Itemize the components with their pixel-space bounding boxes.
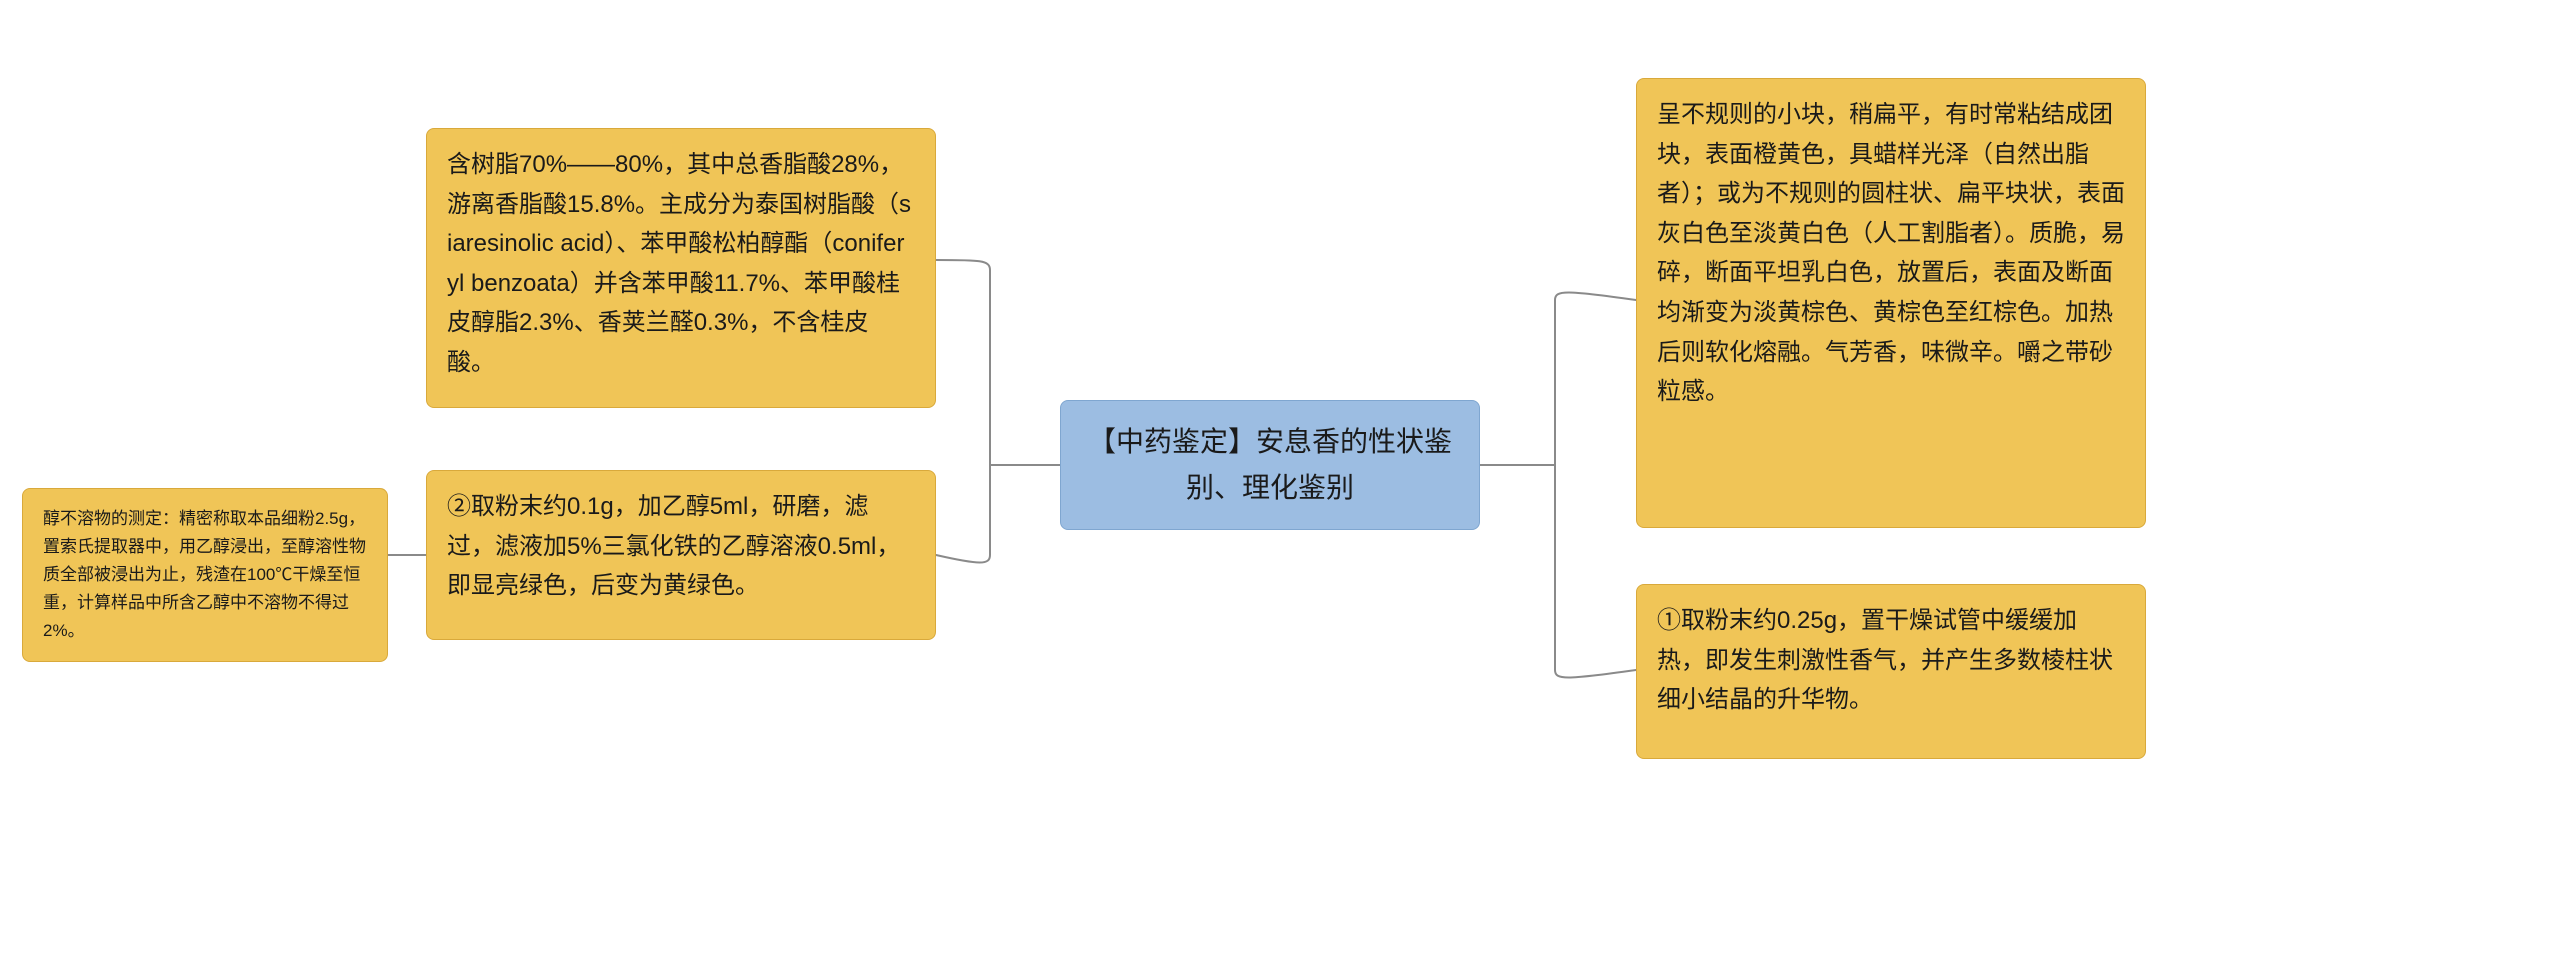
mindmap-left-node-1: 含树脂70%——80%，其中总香脂酸28%，游离香脂酸15.8%。主成分为泰国树…: [426, 128, 936, 408]
mindmap-right-node-1: 呈不规则的小块，稍扁平，有时常粘结成团块，表面橙黄色，具蜡样光泽（自然出脂者）；…: [1636, 78, 2146, 528]
node-text: 醇不溶物的测定：精密称取本品细粉2.5g，置索氏提取器中，用乙醇浸出，至醇溶性物…: [43, 509, 366, 640]
mindmap-left-leaf-node: 醇不溶物的测定：精密称取本品细粉2.5g，置索氏提取器中，用乙醇浸出，至醇溶性物…: [22, 488, 388, 662]
mindmap-right-node-2: ①取粉末约0.25g，置干燥试管中缓缓加热，即发生刺激性香气，并产生多数棱柱状细…: [1636, 584, 2146, 759]
node-text: ②取粉末约0.1g，加乙醇5ml，研磨，滤过，滤液加5%三氯化铁的乙醇溶液0.5…: [447, 493, 900, 599]
node-text: 呈不规则的小块，稍扁平，有时常粘结成团块，表面橙黄色，具蜡样光泽（自然出脂者）；…: [1657, 101, 2125, 405]
node-text: ①取粉末约0.25g，置干燥试管中缓缓加热，即发生刺激性香气，并产生多数棱柱状细…: [1657, 607, 2113, 713]
node-text: 含树脂70%——80%，其中总香脂酸28%，游离香脂酸15.8%。主成分为泰国树…: [447, 151, 911, 376]
mindmap-left-node-2: ②取粉末约0.1g，加乙醇5ml，研磨，滤过，滤液加5%三氯化铁的乙醇溶液0.5…: [426, 470, 936, 640]
mindmap-center-node: 【中药鉴定】安息香的性状鉴别、理化鉴别: [1060, 400, 1480, 530]
center-node-text: 【中药鉴定】安息香的性状鉴别、理化鉴别: [1081, 419, 1459, 511]
